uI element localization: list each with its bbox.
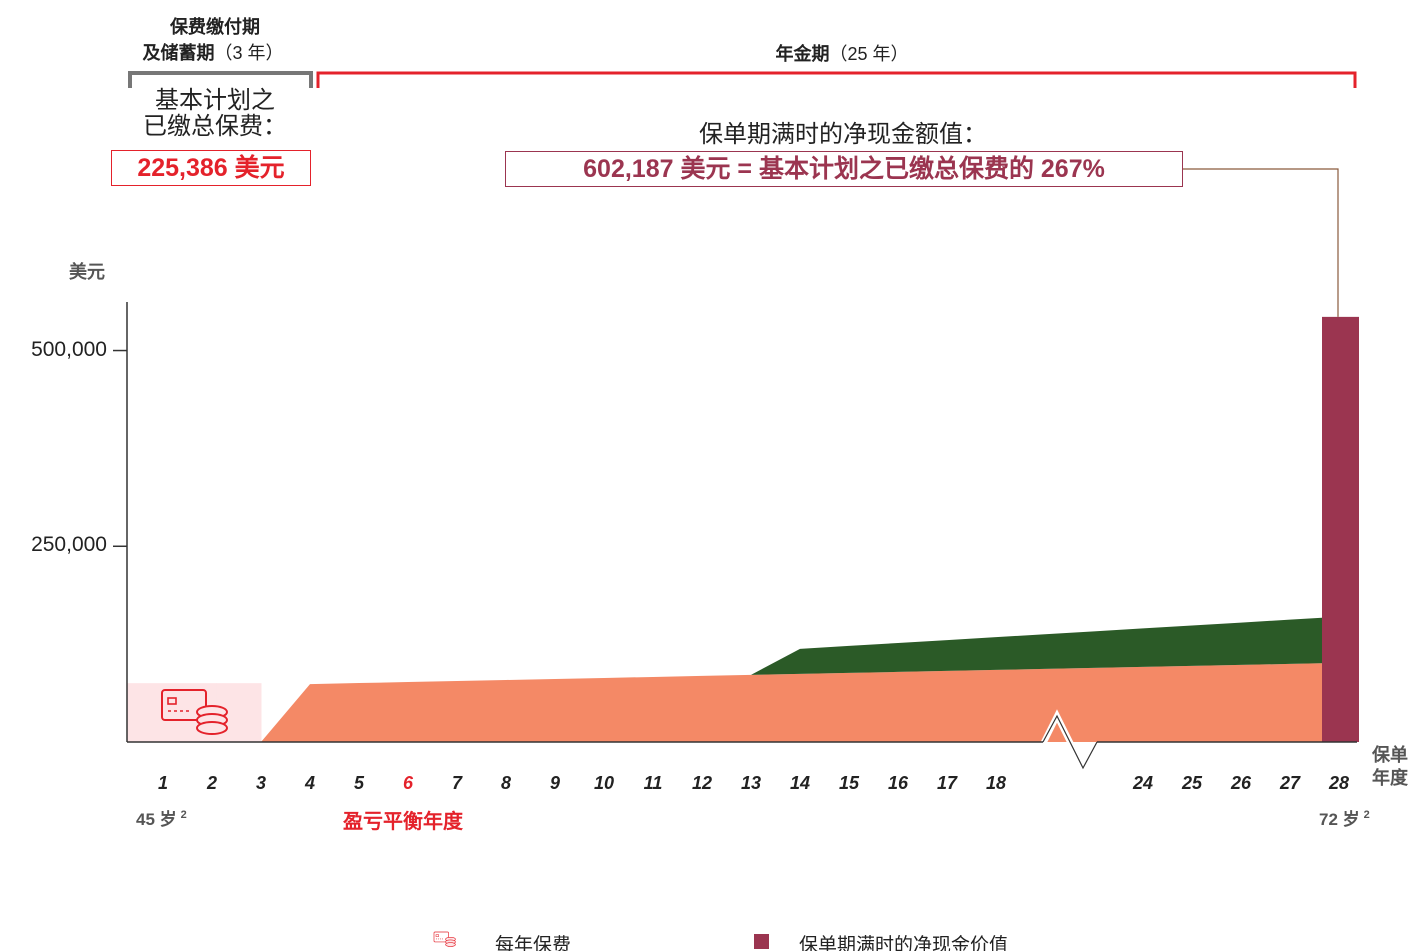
icon-coin [445, 942, 456, 947]
maturity-label: 保单期满时的净现金额值： [699, 121, 987, 148]
breakeven-label: 盈亏平衡年度 [343, 811, 463, 833]
premium-block [127, 683, 173, 742]
age-text: 45 岁 [136, 810, 177, 829]
total-premium-line: 已缴总保费： [143, 113, 287, 140]
x-tick-label: 13 [740, 773, 762, 793]
age-note: 2 [180, 809, 187, 822]
y-tick-label: 500,000 [31, 337, 107, 361]
y-axis-label: 美元 [69, 262, 105, 282]
x-tick-label: 11 [643, 773, 663, 793]
x-tick-label: 25 [1181, 773, 1203, 793]
bar [1322, 316, 1359, 742]
area [751, 616, 1339, 675]
total-premium-value: 225,386 美元 [111, 150, 311, 186]
area [261, 662, 1339, 742]
x-tick-label: 12 [691, 773, 713, 793]
x-tick-label: 5 [353, 773, 364, 793]
x-tick-label: 8 [500, 773, 511, 793]
payment-period-line: 及储蓄期 [142, 43, 215, 63]
x-tick-label: 15 [838, 773, 860, 793]
x-tick-label: 4 [304, 773, 315, 793]
x-tick-label: 7 [451, 773, 462, 793]
payment-period-line: 保费缴付期 [170, 17, 260, 37]
legend-label: 每年保费 [495, 935, 572, 951]
maturity-value: 602,187 美元 = 基本计划之已缴总保费的 267% [505, 151, 1183, 187]
x-tick-label: 2 [206, 773, 217, 793]
legend-label: 保单期满时的净现金价值 [799, 935, 1009, 951]
x-axis-label: 保单年度 [1372, 745, 1408, 788]
age-text: 72 岁 [1319, 810, 1360, 829]
age-note: 2 [1363, 809, 1370, 822]
annuity-bracket [316, 71, 1357, 88]
x-tick-label: 3 [255, 773, 266, 793]
payment-period-label: 保费缴付期 及储蓄期（3 年） [0, 14, 430, 66]
x-tick-label: 26 [1230, 773, 1252, 793]
x-tick-label: 28 [1328, 773, 1350, 793]
x-tick-label: 10 [593, 773, 615, 793]
icon-chip [167, 697, 177, 705]
payment-period-duration: （3 年） [214, 43, 284, 63]
y-tick-label: 250,000 [31, 533, 107, 557]
annuity-period-title: 年金期 [775, 44, 830, 64]
payment-period-line-2: 及储蓄期（3 年） [0, 40, 430, 66]
annuity-period-label: 年金期（25 年） [700, 40, 984, 66]
payment-bracket [128, 71, 313, 88]
legend-swatch [754, 934, 769, 949]
x-tick-label: 14 [789, 773, 811, 793]
icon-coin [196, 721, 228, 735]
x-tick-label: 6 [402, 773, 413, 793]
axis-break [1042, 714, 1098, 770]
icon-card [433, 931, 449, 943]
icon-chip [435, 934, 439, 937]
x-tick-label: 27 [1279, 773, 1301, 793]
connector [1183, 168, 1339, 317]
total-premium-line: 基本计划之 [155, 87, 275, 114]
x-tick-label: 9 [549, 773, 560, 793]
annuity-period-duration: （25 年） [829, 44, 909, 64]
x-tick-label: 1 [157, 773, 168, 793]
x-tick-label: 17 [936, 773, 958, 793]
x-tick-label: 24 [1132, 773, 1154, 793]
x-tick-label: 18 [985, 773, 1007, 793]
total-premium-label: 基本计划之 已缴总保费： [100, 88, 330, 140]
icon-card [161, 689, 207, 721]
x-tick-label: 16 [887, 773, 909, 793]
